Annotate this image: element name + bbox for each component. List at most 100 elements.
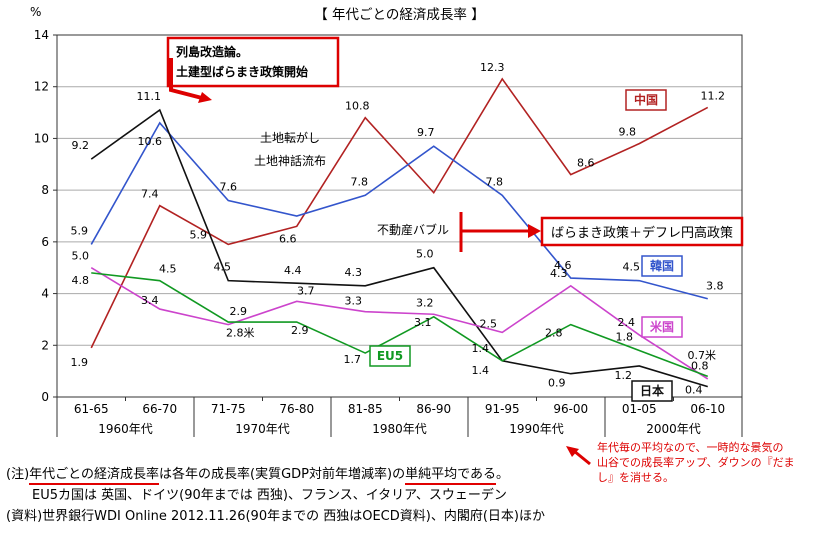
x-tick-label: 91-95 xyxy=(485,402,520,416)
red-margin-note-line-2: 山谷での成長率アップ、ダウンの『だま xyxy=(597,456,795,469)
series-line-eu5 xyxy=(91,272,709,378)
data-label-us: 3.4 xyxy=(141,294,159,307)
data-label-us: 5.0 xyxy=(72,250,90,263)
data-label-japan: 4.4 xyxy=(284,264,302,277)
decade-label: 1960年代 xyxy=(98,422,153,436)
data-label-japan: 9.2 xyxy=(72,139,90,152)
data-label-korea: 4.6 xyxy=(554,259,572,272)
annotation-tochi-korogashi: 土地転がし xyxy=(260,130,320,145)
red-note-arrow xyxy=(573,449,591,466)
red-note-arrow-head xyxy=(566,446,579,457)
data-label-japan: 11.1 xyxy=(137,90,162,103)
x-tick-label: 86-90 xyxy=(416,402,451,416)
footnote-2: EU5カ国は 英国、ドイツ(90年までは 西独)、フランス、イタリア、スウェーデ… xyxy=(32,488,507,503)
y-tick-label: 10 xyxy=(34,131,49,145)
annotation-tochi-shinwa: 土地神話流布 xyxy=(254,153,326,168)
x-tick-label: 71-75 xyxy=(211,402,246,416)
decade-label: 1980年代 xyxy=(372,422,427,436)
data-label-japan: 4.3 xyxy=(345,266,363,279)
data-label-china: 9.8 xyxy=(619,126,637,139)
y-axis-unit-label: % xyxy=(30,5,41,19)
data-label-china: 10.8 xyxy=(345,100,370,113)
annotation-fudosan-bubble: 不動産バブル xyxy=(377,222,449,237)
legend-label-china: 中国 xyxy=(634,92,658,107)
y-tick-label: 14 xyxy=(34,28,49,42)
data-label-korea: 4.5 xyxy=(623,261,641,274)
data-label-us: 2.4 xyxy=(618,316,636,329)
data-label-japan: 1.2 xyxy=(615,369,633,382)
legend-label-us: 米国 xyxy=(650,319,674,334)
data-label-china: 11.2 xyxy=(701,89,726,102)
legend-label-eu5: EU5 xyxy=(377,349,403,363)
annotation-box-retto-kaizo xyxy=(166,36,340,88)
x-tick-label: 66-70 xyxy=(142,402,177,416)
legend-label-korea: 韓国 xyxy=(650,258,674,273)
y-tick-label: 8 xyxy=(41,183,49,197)
annotation-box1-line1: 列島改造論。 xyxy=(176,44,248,59)
data-label-japan: 5.0 xyxy=(416,248,434,261)
chart-title: 【 年代ごとの経済成長率 】 xyxy=(314,7,485,23)
footnote-1: (注)年代ごとの経済成長率は各年の成長率(実質GDP対前年増減率)の単純平均であ… xyxy=(6,464,545,485)
decade-label: 1970年代 xyxy=(235,422,290,436)
annotation-box-baramaki xyxy=(540,216,744,247)
annotation-box1-line2: 土建型ばらまき政策開始 xyxy=(176,64,308,79)
data-label-eu5: 4.8 xyxy=(72,274,90,287)
data-label-eu5: 0.8 xyxy=(691,359,709,372)
data-label-korea: 9.7 xyxy=(417,126,435,139)
data-label-china: 8.6 xyxy=(577,157,595,170)
data-label-japan: 0.9 xyxy=(548,377,566,390)
y-tick-label: 12 xyxy=(34,80,49,94)
data-label-us: 3.7 xyxy=(297,284,315,297)
data-label-korea: 7.6 xyxy=(220,180,238,193)
x-tick-label: 61-65 xyxy=(74,402,109,416)
data-label-korea: 3.8 xyxy=(706,280,724,293)
data-label-china: 12.3 xyxy=(480,61,505,74)
x-tick-label: 76-80 xyxy=(279,402,314,416)
data-label-us: 3.3 xyxy=(345,295,363,308)
data-label-china: 5.9 xyxy=(190,228,208,241)
data-label-eu5: 1.7 xyxy=(344,353,362,366)
red-margin-note: 年代毎の平均なので、一時的な景気の 山谷での成長率アップ、ダウンの『だま し』を… xyxy=(597,440,794,485)
x-tick-label: 81-85 xyxy=(348,402,383,416)
y-tick-label: 6 xyxy=(41,235,49,249)
decade-label: 1990年代 xyxy=(509,422,564,436)
footnote-3: (資料)世界銀行WDI Online 2012.11.26(90年までの 西独は… xyxy=(6,509,545,524)
annotation-box2-label: ばらまき政策＋デフレ円高政策 xyxy=(551,225,733,241)
legend-box-japan xyxy=(631,380,673,402)
x-tick-label: 96-00 xyxy=(553,402,588,416)
data-label-japan: 1.4 xyxy=(472,364,490,377)
y-tick-label: 2 xyxy=(41,338,49,352)
legend-box-us xyxy=(641,316,683,338)
red-margin-note-line-3: し』を消せる。 xyxy=(597,471,674,484)
data-label-eu5: 2.9 xyxy=(230,305,248,318)
decade-label: 2000年代 xyxy=(646,422,701,436)
footnote-1-underlined-1: 年代ごとの経済成長率 xyxy=(29,467,160,485)
footnote-1-middle: は各年の成長率(実質GDP対前年増減率)の xyxy=(159,467,406,482)
data-label-us: 0.7米 xyxy=(688,349,717,362)
series-line-us xyxy=(90,267,709,380)
data-label-korea: 10.6 xyxy=(138,135,163,148)
data-label-eu5: 1.8 xyxy=(616,330,634,343)
red-arrow-box1-head xyxy=(198,92,212,103)
red-tbar-arrow-head xyxy=(528,224,541,238)
data-label-korea: 5.9 xyxy=(71,224,89,237)
legend-box-eu5 xyxy=(369,345,411,367)
legend-box-china xyxy=(625,89,667,111)
data-label-korea: 7.8 xyxy=(351,175,369,188)
y-tick-label: 0 xyxy=(41,390,49,404)
data-label-china: 1.9 xyxy=(71,356,89,369)
data-label-eu5: 3.1 xyxy=(414,316,432,329)
footnote-1-suffix: 。 xyxy=(495,467,509,482)
data-label-us: 2.8米 xyxy=(226,327,255,340)
data-label-us: 3.2 xyxy=(416,296,434,309)
footnote-1-underlined-2: 単純平均である xyxy=(405,467,496,485)
data-label-korea: 7.8 xyxy=(486,175,504,188)
x-tick-label: 06-10 xyxy=(690,402,725,416)
data-label-eu5: 2.9 xyxy=(291,324,309,337)
data-label-us: 4.3 xyxy=(550,267,568,280)
data-label-china: 6.6 xyxy=(279,232,297,245)
red-arrow-box1 xyxy=(169,58,203,100)
data-label-eu5: 4.5 xyxy=(159,263,177,276)
